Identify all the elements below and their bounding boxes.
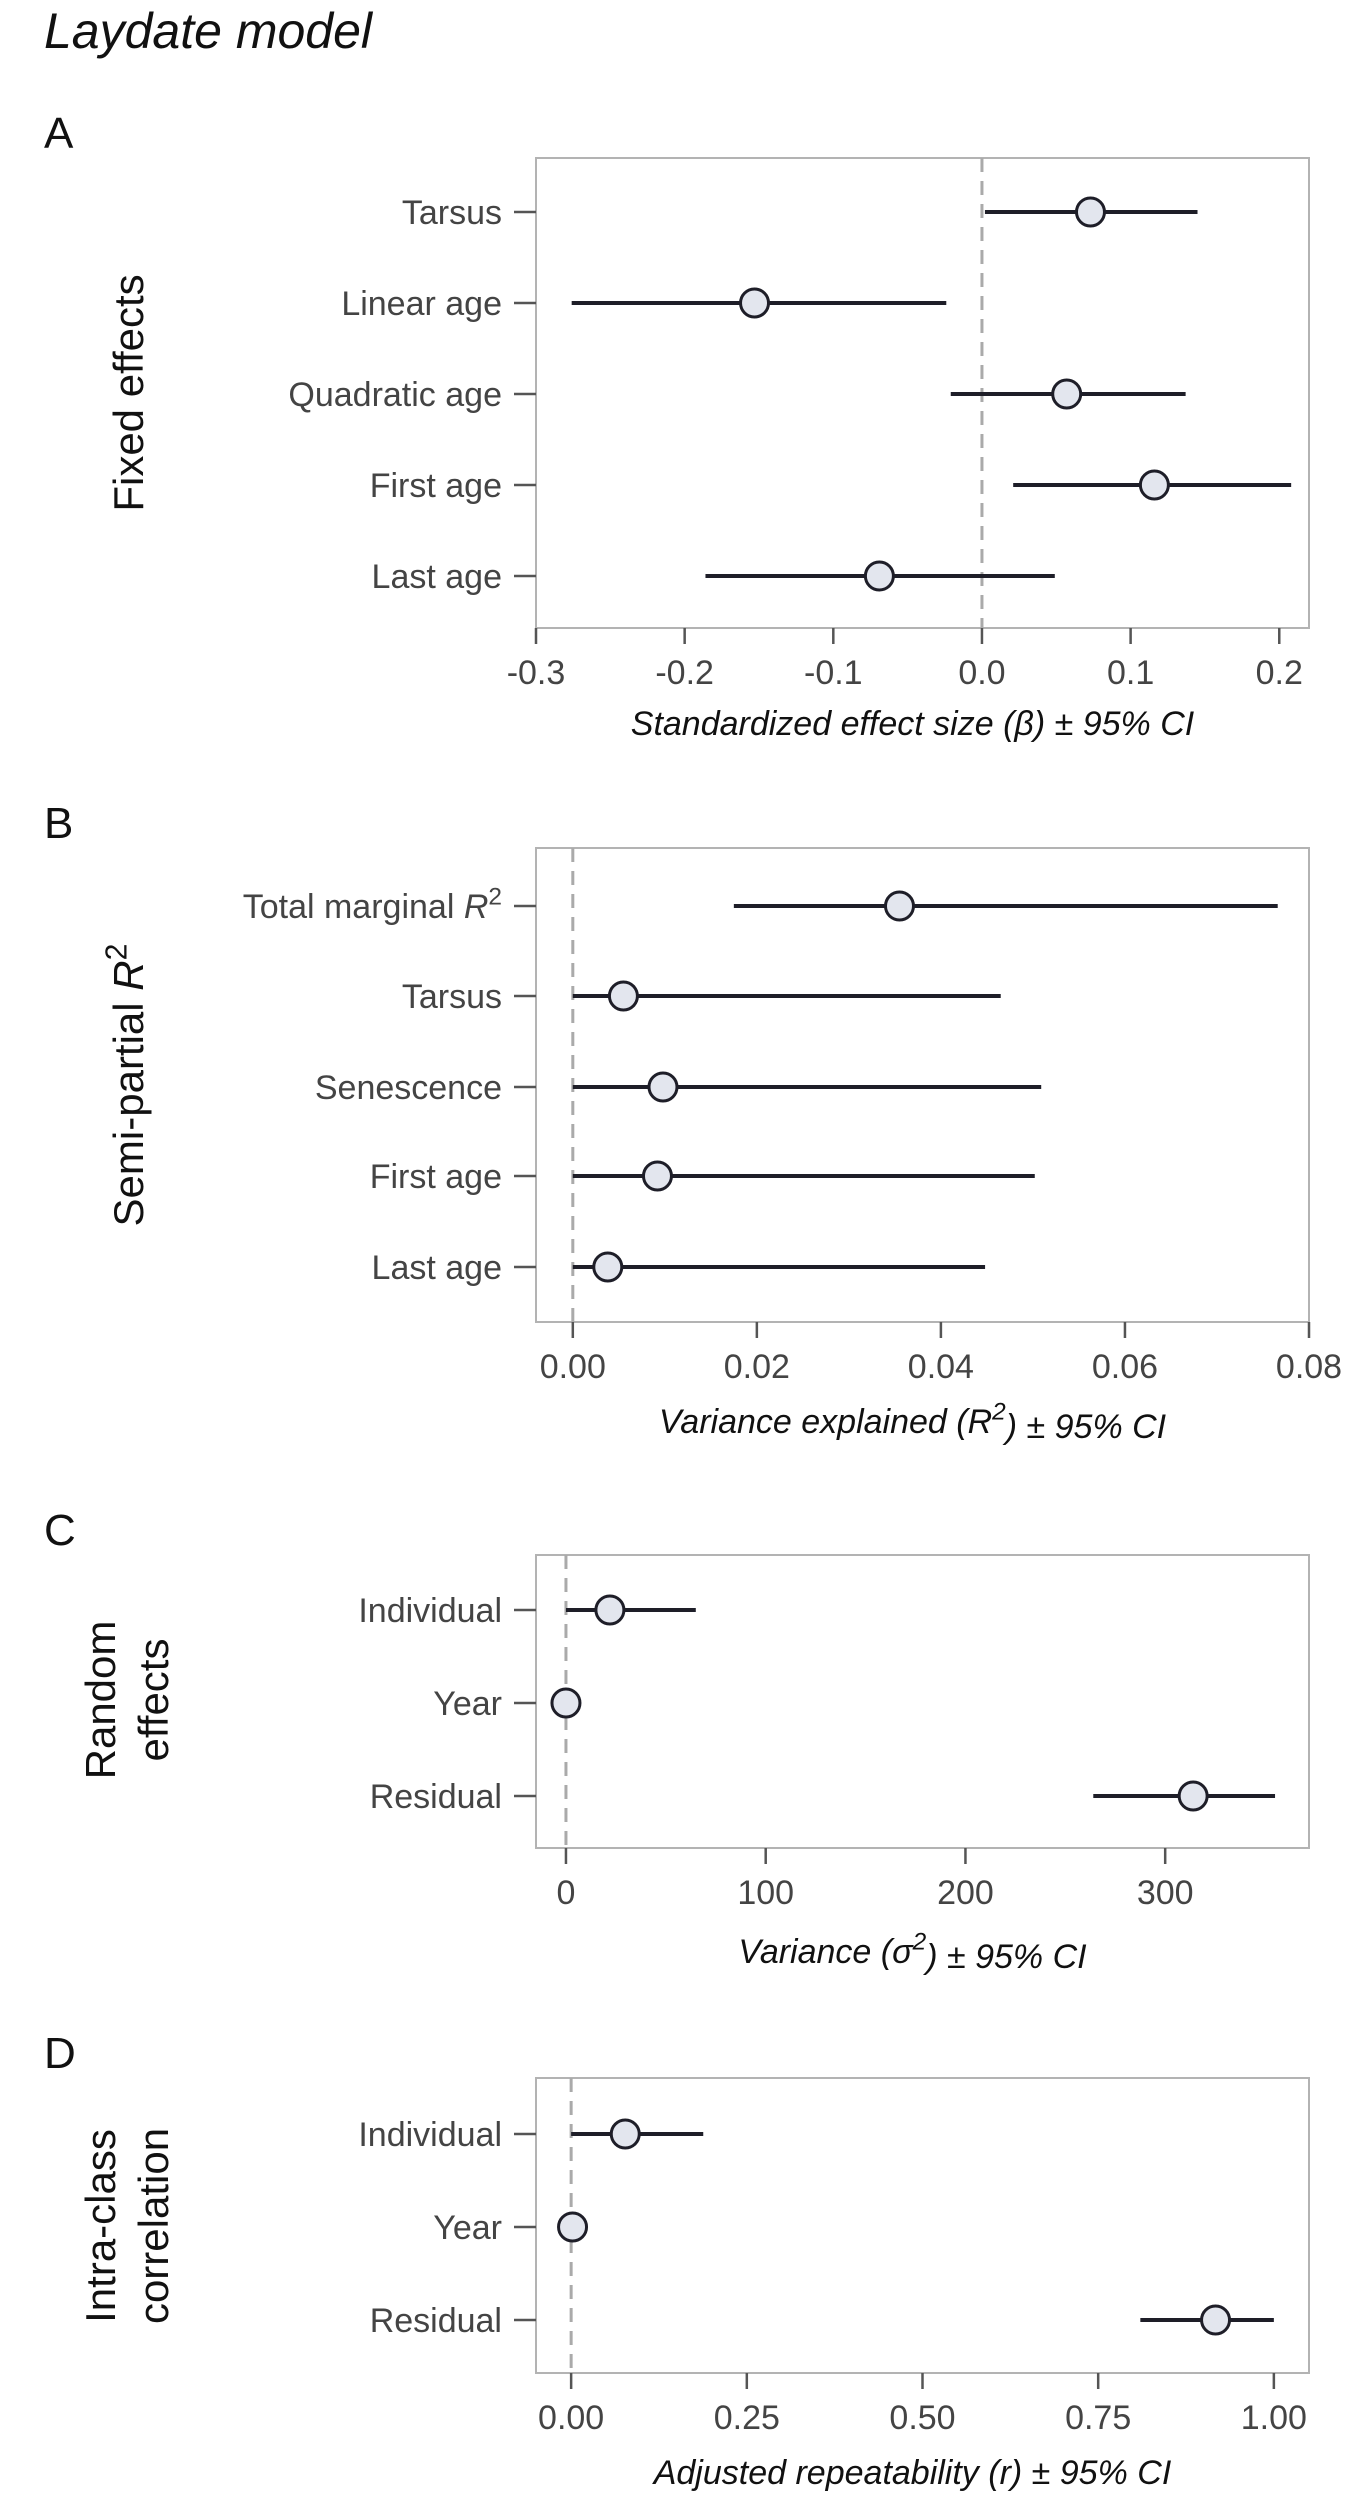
panel-c-category-label: Residual xyxy=(370,1778,502,1816)
panel-b-category-label: Total marginal R2​ xyxy=(243,884,502,926)
panel-d-estimate-point xyxy=(1200,2304,1232,2336)
panel-b-estimate-point xyxy=(641,1160,673,1192)
panel-a-estimate-point xyxy=(1074,196,1106,228)
panel-b-estimate-point xyxy=(592,1251,624,1283)
panel-b: B Semi-partial R2​ 0.00 0.02 0.04 0.06 0.08 Var… xyxy=(44,799,1342,1446)
panel-b-xtick-label: 0.08 xyxy=(1276,1348,1342,1386)
panel-a-category-label: Last age xyxy=(372,558,502,596)
panel-d-letter: D xyxy=(44,2029,76,2078)
panel-c-ylabel: Random effects xyxy=(77,1621,177,1780)
panel-c-estimate-point xyxy=(594,1594,626,1626)
panel-c-category-label: Individual xyxy=(358,1592,502,1630)
panel-d-xtick-label: 0.75 xyxy=(1065,2399,1131,2437)
panel-a-xtick-label: -0.3 xyxy=(507,654,566,692)
panel-a-estimate-point xyxy=(863,560,895,592)
panel-d-frame xyxy=(535,2077,1310,2374)
panel-a-category-label: Quadratic age xyxy=(288,376,502,414)
panel-d-xtick-label: 0.25 xyxy=(714,2399,780,2437)
panel-b-category-label: First age xyxy=(370,1158,502,1196)
panel-b-xtick-label: 0.02 xyxy=(724,1348,790,1386)
panel-b-xtick-label: 0.00 xyxy=(540,1348,606,1386)
panel-c-category-label: Year xyxy=(433,1685,502,1723)
panel-a-category-label: Tarsus xyxy=(402,194,502,232)
panel-a-estimate-point xyxy=(1138,469,1170,501)
panel-d-category-label: Individual xyxy=(358,2116,502,2154)
panel-a-ylabel: Fixed effects xyxy=(105,274,152,511)
panel-b-xtick-label: 0.06 xyxy=(1092,1348,1158,1386)
panel-a-xlabel: Standardized effect size (β) ± 95% CI xyxy=(631,705,1195,743)
panel-c-estimate-point xyxy=(1177,1780,1209,1812)
panel-c-xtick-label: 200 xyxy=(937,1874,994,1912)
panel-a-category-label: Linear age xyxy=(341,285,502,323)
panel-a-letter: A xyxy=(44,109,74,158)
panel-a-estimate-point xyxy=(1051,378,1083,410)
panel-d-xtick-label: 1.00 xyxy=(1241,2399,1307,2437)
panel-b-category-label: Tarsus xyxy=(402,978,502,1016)
panel-b-ylabel: Semi-partial R2​ xyxy=(100,944,152,1227)
panel-a-frame xyxy=(535,157,1310,629)
panel-c-xtick-label: 100 xyxy=(737,1874,794,1912)
panel-c-xtick-label: 300 xyxy=(1137,1874,1194,1912)
panel-a-category-label: First age xyxy=(370,467,502,505)
panel-c-estimate-point xyxy=(550,1687,582,1719)
panel-b-xlabel: Variance explained (R2​) ± 95% CI xyxy=(659,1399,1167,1447)
panel-d-category-label: Year xyxy=(433,2209,502,2247)
panel-b-estimate-point xyxy=(883,890,915,922)
panel-a-xtick-label: 0.1 xyxy=(1107,654,1154,692)
panel-d: D Intra-class correlation 0.00 0.25 0.50 0.75 1… xyxy=(44,2029,1310,2492)
panel-d-ylabel: Intra-class correlation xyxy=(77,2128,177,2324)
panel-d-estimate-point xyxy=(609,2118,641,2150)
panel-a-xtick-label: 0.0 xyxy=(958,654,1005,692)
panel-b-estimate-point xyxy=(607,980,639,1012)
panel-b-category-label: Last age xyxy=(372,1249,502,1287)
panel-b-letter: B xyxy=(44,799,73,848)
panel-b-frame xyxy=(535,847,1310,1323)
panel-b-category-label: Senescence xyxy=(315,1069,502,1107)
panel-a: A Fixed effects -0.3 -0.2 -0.1 0.0 0.1 0.2 Stand… xyxy=(44,109,1310,743)
figure-title: Laydate model xyxy=(44,3,374,59)
panel-a-xtick-label: -0.2 xyxy=(655,654,714,692)
panel-c-letter: C xyxy=(44,1506,76,1555)
panel-a-xtick-label: -0.1 xyxy=(804,654,863,692)
panel-d-category-label: Residual xyxy=(370,2302,502,2340)
panel-b-estimate-point xyxy=(647,1071,679,1103)
panel-a-estimate-point xyxy=(739,287,771,319)
panel-c-xtick-label: 0 xyxy=(557,1874,576,1912)
panel-c-frame xyxy=(535,1554,1310,1849)
panel-d-xtick-label: 0.50 xyxy=(889,2399,955,2437)
panel-d-estimate-point xyxy=(557,2211,589,2243)
panel-a-xtick-label: 0.2 xyxy=(1256,654,1303,692)
panel-d-xtick-label: 0.00 xyxy=(538,2399,604,2437)
panel-b-xtick-label: 0.04 xyxy=(908,1348,974,1386)
panel-d-xlabel: Adjusted repeatability (r) ± 95% CI xyxy=(652,2454,1172,2492)
panel-c-xlabel: Variance (σ2​) ± 95% CI xyxy=(738,1929,1087,1977)
